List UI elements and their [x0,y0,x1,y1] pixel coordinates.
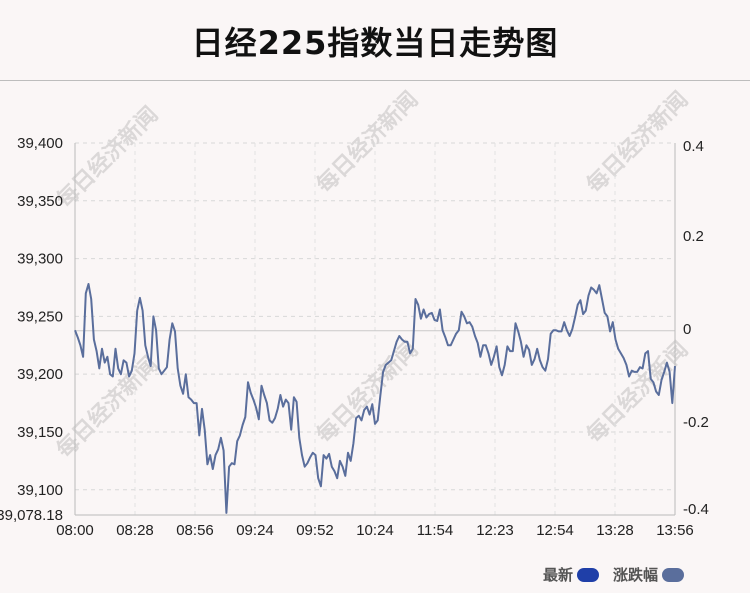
legend-item-latest[interactable]: 最新 [543,564,599,585]
y-left-tick-label: 39,300 [17,251,63,268]
legend-label-change: 涨跌幅 [612,566,658,584]
series-layer [74,283,676,514]
x-tick-label: 09:24 [236,522,274,539]
grid-lines [75,142,675,515]
x-tick-label: 13:28 [596,522,634,539]
x-tick-label: 12:23 [476,522,514,539]
x-tick-label: 08:56 [176,522,214,539]
y-right-tick-label: 0.4 [683,138,704,155]
x-tick-label: 11:54 [417,522,453,539]
title-divider [0,80,750,81]
x-tick-label: 08:00 [56,522,94,539]
legend-item-change[interactable]: 涨跌幅 [613,564,684,585]
legend-label-latest: 最新 [542,566,573,584]
x-tick-label: 12:54 [536,522,574,539]
x-tick-label: 09:52 [296,522,334,539]
legend-swatch-latest [576,567,599,582]
series-line [74,283,676,514]
y-left-tick-label: 39,150 [17,424,63,441]
y-left-tick-label: 39,350 [17,193,63,210]
y-left-tick-label: 39,250 [17,308,63,325]
y-left-tick-label: 39,078.18 [0,507,63,524]
chart-axes [74,143,676,516]
legend: 最新 涨跌幅 [529,564,684,585]
y-left-tick-label: 39,400 [17,135,63,152]
tick-labels: 39,400 39,350 39,300 39,250 39,200 39,150 39,1… [0,135,709,539]
y-right-tick-label: 0 [683,321,691,338]
y-right-tick-label: 0.2 [683,228,704,245]
y-right-tick-label: -0.4 [683,501,709,518]
x-tick-label: 08:28 [116,522,154,539]
x-tick-label: 13:56 [656,522,694,539]
y-left-tick-label: 39,200 [17,366,63,383]
legend-swatch-change [662,567,684,582]
chart-title: 日经225指数当日走势图 [191,24,559,62]
y-left-tick-label: 39,100 [17,482,63,499]
x-tick-label: 10:24 [356,522,394,539]
y-right-tick-label: -0.2 [683,414,709,431]
